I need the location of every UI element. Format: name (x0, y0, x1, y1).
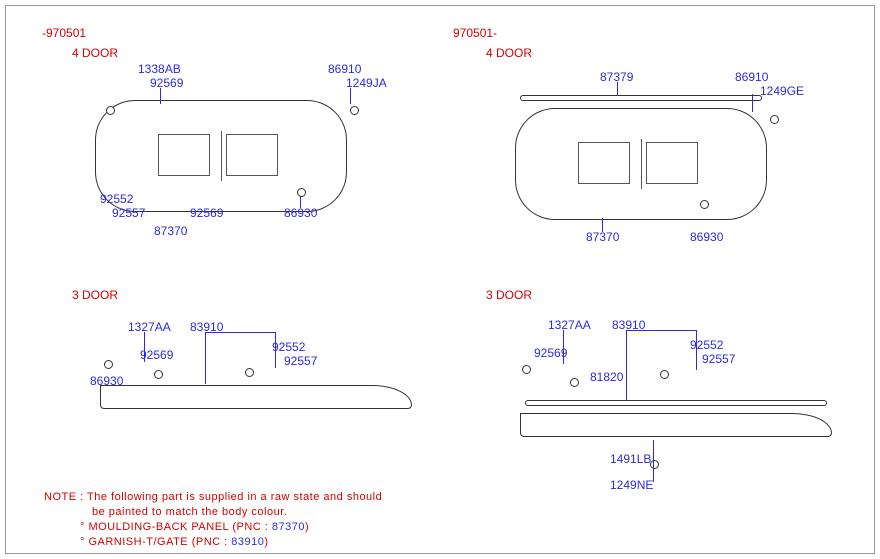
part-1327AA-br[interactable]: 1327AA (548, 318, 591, 332)
grommet-bl-1 (104, 360, 113, 369)
part-92552-bl[interactable]: 92552 (272, 340, 305, 354)
part-86930-tr[interactable]: 86930 (690, 230, 723, 244)
leader-br-d (696, 330, 697, 370)
note-line4c: ) (264, 536, 268, 548)
trim-strip-br (525, 400, 827, 406)
screw-tl-2 (350, 106, 359, 115)
part-86910-tr[interactable]: 86910 (735, 70, 768, 84)
grommet-br-1 (522, 365, 531, 374)
part-92569-tl2[interactable]: 92569 (190, 206, 223, 220)
part-1249JA[interactable]: 1249JA (346, 76, 387, 90)
panel-divider-r (641, 139, 642, 189)
leader-bl-d (275, 332, 276, 368)
header-970501-left: -970501 (42, 26, 86, 40)
part-87370-tr[interactable]: 87370 (586, 230, 619, 244)
part-1249GE[interactable]: 1249GE (760, 84, 804, 98)
header-3door-right: 3 DOOR (486, 288, 532, 302)
part-1327AA-bl[interactable]: 1327AA (128, 320, 171, 334)
diagram-frame (5, 5, 875, 554)
garnish-right (520, 413, 832, 437)
note-line2: be painted to match the body colour. (92, 506, 287, 518)
part-1491LB[interactable]: 1491LB (610, 452, 651, 466)
leader-bl-a (144, 332, 145, 362)
part-1338AB[interactable]: 1338AB (138, 62, 181, 76)
note-line3b[interactable]: 87370 (272, 521, 305, 533)
leader-br-b (626, 330, 627, 400)
note-block: NOTE : The following part is supplied in… (44, 490, 382, 549)
part-1249NE[interactable]: 1249NE (610, 478, 653, 492)
trim-strip-tr (520, 95, 762, 101)
part-92569-tl1[interactable]: 92569 (150, 76, 183, 90)
note-line1: NOTE : The following part is supplied in… (44, 491, 382, 503)
leader-br-c (626, 330, 696, 331)
header-4door-right: 4 DOOR (486, 46, 532, 60)
panel-divider (221, 131, 222, 181)
leader-bl-c (205, 332, 275, 333)
grommet-bl-3 (245, 368, 254, 377)
header-970501-right: 970501- (453, 26, 497, 40)
header-3door-left: 3 DOOR (72, 288, 118, 302)
note-line3a: ° MOULDING-BACK PANEL (PNC : (80, 521, 272, 533)
part-92557-tl[interactable]: 92557 (112, 206, 145, 220)
garnish-left (100, 385, 412, 409)
part-86930-tl[interactable]: 86930 (284, 206, 317, 220)
header-4door-left: 4 DOOR (72, 46, 118, 60)
part-86930-bl[interactable]: 86930 (90, 374, 123, 388)
grommet-br-4 (650, 460, 659, 469)
note-line3c: ) (305, 521, 309, 533)
grommet-bl-2 (154, 370, 163, 379)
leader-tl-b (350, 88, 351, 104)
leader-tl-c (300, 196, 301, 208)
screw-tl-1 (106, 106, 115, 115)
leader-tl-a (160, 88, 161, 104)
grommet-br-3 (660, 370, 669, 379)
note-line4b[interactable]: 83910 (231, 536, 264, 548)
leader-bl-b (205, 332, 206, 384)
part-92557-bl[interactable]: 92557 (284, 354, 317, 368)
part-81820[interactable]: 81820 (590, 370, 623, 384)
back-panel-right (515, 108, 767, 220)
grommet-tr (700, 200, 709, 209)
leader-tr-c (602, 218, 603, 232)
screw-tr-1 (770, 115, 779, 124)
leader-tr-b (752, 94, 753, 112)
part-92557-br[interactable]: 92557 (702, 352, 735, 366)
part-86910-tl[interactable]: 86910 (328, 62, 361, 76)
note-line4a: ° GARNISH-T/GATE (PNC : (80, 536, 231, 548)
leader-br-e (653, 440, 654, 482)
part-92569-bl[interactable]: 92569 (140, 348, 173, 362)
part-92552-tl[interactable]: 92552 (100, 192, 133, 206)
grommet-br-2 (570, 378, 579, 387)
leader-tr-a (617, 82, 618, 96)
leader-br-a (563, 330, 564, 364)
part-92552-br[interactable]: 92552 (690, 338, 723, 352)
grommet-tl (297, 188, 306, 197)
part-87370-tl[interactable]: 87370 (154, 224, 187, 238)
